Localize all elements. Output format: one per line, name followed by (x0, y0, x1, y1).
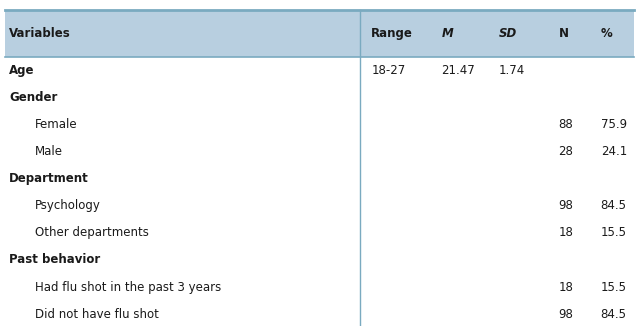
Text: N: N (558, 27, 569, 40)
Bar (5, 274, 634, 301)
Text: SD: SD (499, 27, 518, 40)
Text: Gender: Gender (9, 91, 58, 104)
Text: 15.5: 15.5 (601, 227, 627, 239)
Text: Variables: Variables (9, 27, 71, 40)
Text: 98: 98 (558, 308, 573, 320)
Text: Department: Department (9, 172, 89, 185)
Text: Had flu shot in the past 3 years: Had flu shot in the past 3 years (35, 281, 220, 293)
Text: 21.47: 21.47 (442, 64, 475, 77)
Text: Past behavior: Past behavior (9, 254, 100, 266)
Text: %: % (601, 27, 612, 40)
Text: Male: Male (35, 145, 63, 158)
Text: Did not have flu shot: Did not have flu shot (35, 308, 158, 320)
Text: M: M (442, 27, 453, 40)
Bar (5, 246, 634, 274)
Text: 18: 18 (558, 281, 573, 293)
Text: Psychology: Psychology (35, 200, 100, 212)
Text: Other departments: Other departments (35, 227, 148, 239)
Bar (5, 84, 634, 111)
Bar (5, 138, 634, 165)
Text: Range: Range (371, 27, 413, 40)
Bar (5, 219, 634, 246)
Text: 28: 28 (558, 145, 573, 158)
Bar (5, 165, 634, 192)
Text: 24.1: 24.1 (601, 145, 627, 158)
Text: 18: 18 (558, 227, 573, 239)
Text: 98: 98 (558, 200, 573, 212)
Bar (5, 301, 634, 326)
Text: 75.9: 75.9 (601, 118, 627, 131)
Bar (5, 111, 634, 138)
Text: 18-27: 18-27 (371, 64, 406, 77)
Text: 84.5: 84.5 (601, 200, 627, 212)
Text: 15.5: 15.5 (601, 281, 627, 293)
Text: 1.74: 1.74 (499, 64, 525, 77)
Text: Female: Female (35, 118, 77, 131)
Text: Age: Age (9, 64, 35, 77)
Bar (5, 57, 634, 84)
Text: 88: 88 (558, 118, 573, 131)
Bar (5, 192, 634, 219)
Text: 84.5: 84.5 (601, 308, 627, 320)
